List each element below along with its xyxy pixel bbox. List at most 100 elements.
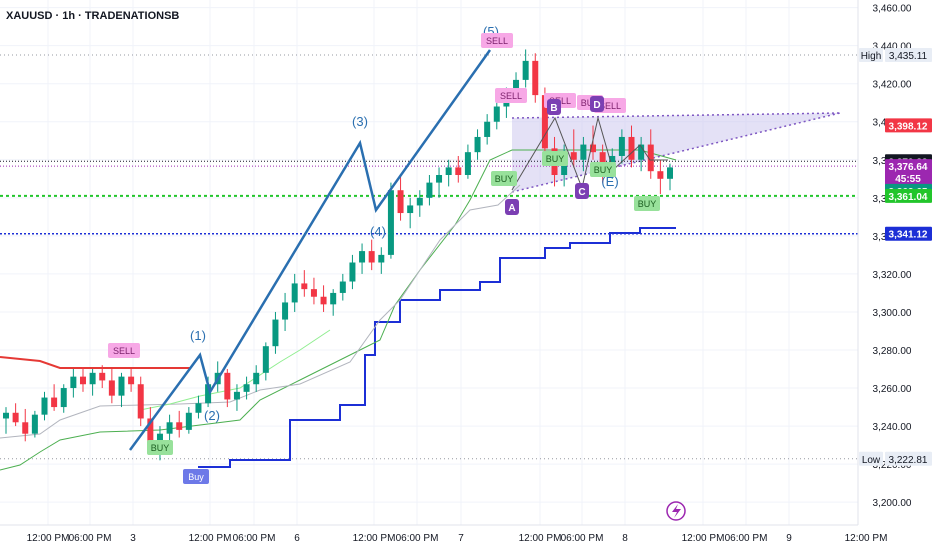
candle-body [253, 372, 260, 385]
candle [22, 408, 29, 442]
candle-body [426, 182, 433, 198]
signal-badge-label: SELL [599, 101, 621, 111]
candle-body [310, 289, 317, 297]
candle [89, 369, 96, 396]
candle-body [262, 346, 269, 373]
signal-badge: SELL [108, 343, 140, 358]
candle-body [166, 422, 173, 434]
y-tick-label: 3,320.00 [873, 270, 912, 281]
y-tick-label: 3,280.00 [873, 346, 912, 357]
candle-body [330, 292, 337, 305]
candle [638, 136, 645, 172]
x-tick-label: 06:00 PM [396, 533, 439, 544]
candle [108, 369, 115, 404]
candle [522, 49, 529, 88]
x-tick-label: 12:00 PM [682, 533, 725, 544]
price-tag: 3,435.11 High [859, 47, 932, 62]
y-tick-label: 3,440.00 [873, 42, 912, 53]
candle-body [378, 254, 385, 263]
signal-badge-label: BUY [638, 199, 657, 209]
candle [70, 369, 77, 398]
candle [51, 384, 58, 411]
band-light-green [139, 329, 331, 411]
candle [233, 384, 240, 411]
candle-body [590, 144, 597, 153]
candle-body [493, 106, 500, 122]
candle [387, 182, 394, 259]
candle-body [224, 372, 231, 400]
candle [31, 410, 38, 438]
trailing-line-blue [198, 227, 676, 468]
candles [3, 49, 673, 461]
candle [12, 403, 19, 427]
candle-body [3, 412, 9, 419]
candle-body [291, 283, 298, 303]
candle-body [359, 251, 366, 263]
y-tick-label: 3,420.00 [873, 80, 912, 91]
candle [484, 114, 491, 145]
x-tick-label: 06:00 PM [233, 533, 276, 544]
candle [378, 247, 385, 274]
candle [301, 270, 308, 297]
x-tick-label: 12:00 PM [845, 533, 888, 544]
price-tag-bg [885, 188, 932, 203]
lightning-icon-bolt [672, 504, 681, 518]
signal-badge-bg [590, 162, 616, 177]
x-tick-label: 12:00 PM [189, 533, 232, 544]
candle-body [301, 283, 308, 290]
signal-badge-bg [495, 88, 527, 103]
price-tag-label-bg [859, 451, 883, 466]
candle-body [445, 167, 452, 175]
x-tick-label: 06:00 PM [725, 533, 768, 544]
signal-badge-bg [147, 440, 173, 455]
y-tick-label: 3,200.00 [873, 498, 912, 509]
x-tick-label: 12:00 PM [519, 533, 562, 544]
candle-body [618, 136, 625, 156]
candle [3, 407, 9, 434]
candle-body [31, 414, 38, 434]
signal-badge-label: BUY [546, 154, 565, 164]
candle [272, 311, 279, 354]
candle-body [349, 262, 356, 282]
candle-body [522, 60, 529, 80]
candle [359, 243, 366, 274]
y-tick-label: 3,300.00 [873, 308, 912, 319]
candle-body [532, 60, 539, 96]
pattern-point-bg [547, 99, 561, 115]
signal-badge-label: BUY [495, 174, 514, 184]
candle-body [22, 422, 29, 434]
pattern-point-bg [575, 183, 589, 199]
candle [436, 167, 443, 198]
candle-body [541, 95, 548, 149]
candle [474, 129, 481, 160]
candle-body [176, 422, 183, 430]
candle-body [387, 190, 394, 255]
pattern-point-label: A [508, 203, 515, 214]
y-tick-label: 3,260.00 [873, 384, 912, 395]
signal-badge: BUY [542, 151, 568, 166]
grid [0, 0, 858, 525]
candle-body [60, 388, 67, 408]
resistance-line-red [0, 356, 190, 369]
candle [570, 129, 577, 168]
price-tag-countdown: 45:55 [895, 174, 921, 185]
candle [79, 367, 86, 392]
candle-body [233, 391, 240, 400]
x-tick-label: 12:00 PM [27, 533, 70, 544]
candle [224, 369, 231, 408]
candle-body [513, 79, 520, 96]
candle [310, 277, 317, 305]
pattern-point-label: C [578, 187, 585, 198]
candle-body [205, 384, 212, 404]
wave-label: (2) [204, 408, 220, 423]
pattern-point-label: B [550, 103, 557, 114]
y-tick-label: 3,240.00 [873, 422, 912, 433]
candle-body [156, 433, 163, 446]
candle [176, 410, 183, 438]
candle-body [41, 397, 48, 415]
candle-body [368, 251, 375, 263]
signal-badge: BUY [590, 162, 616, 177]
signal-badge-label: BUY [594, 165, 613, 175]
